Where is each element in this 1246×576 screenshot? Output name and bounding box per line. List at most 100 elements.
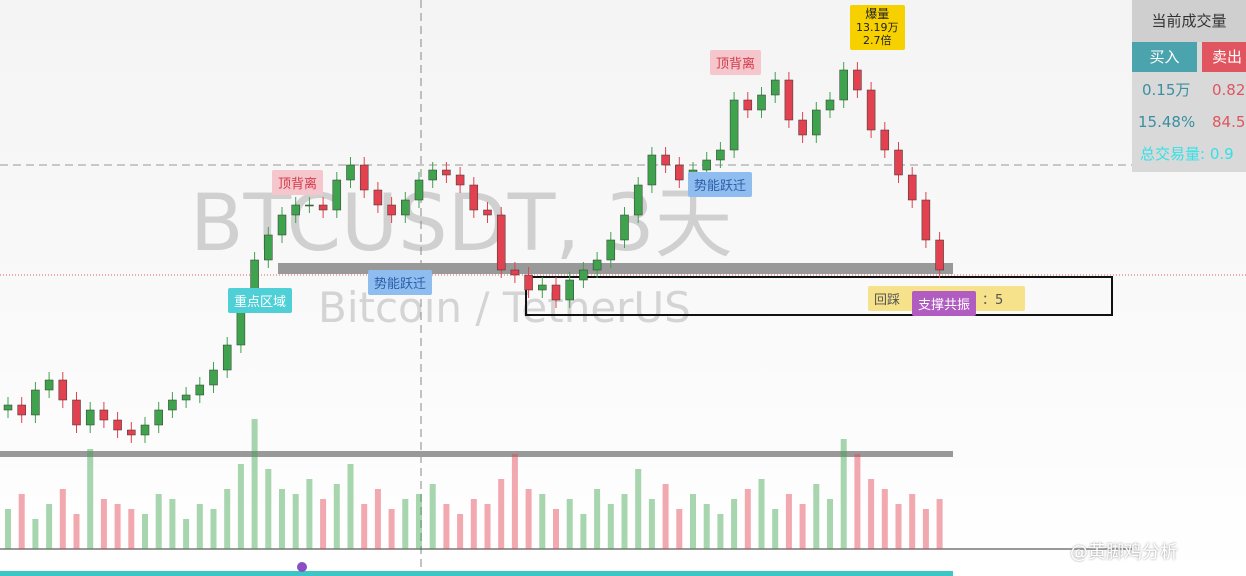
- volume-bar: [374, 489, 381, 549]
- candle: [428, 169, 437, 181]
- candle: [359, 164, 369, 191]
- candle: [866, 89, 876, 131]
- volume-bar: [155, 494, 162, 549]
- burst-ratio: 2.7倍: [863, 34, 892, 47]
- candle: [565, 279, 574, 301]
- volume-bar: [333, 484, 340, 549]
- candle: [606, 239, 616, 261]
- candle: [113, 419, 122, 431]
- volume-burst-tag: 爆量 13.19万 2.7倍: [850, 5, 905, 50]
- total-volume: 总交易量: 0.9: [1140, 145, 1234, 163]
- volume-panel: 当前成交量 买入 卖出 0.15万 0.82 15.48% 84.5 总交易量:…: [1132, 0, 1246, 172]
- candle: [579, 269, 588, 281]
- volume-bar: [279, 489, 285, 549]
- top-divergence-tag: 顶背离: [272, 170, 324, 195]
- candle: [455, 174, 465, 186]
- volume-bar: [142, 514, 148, 549]
- volume-bar: [484, 504, 491, 549]
- volume-bar: [237, 464, 244, 549]
- volume-bar: [46, 504, 53, 549]
- volume-bar: [498, 479, 505, 549]
- volume-bar: [553, 509, 559, 549]
- candle: [633, 184, 643, 216]
- candle: [264, 234, 273, 261]
- volume-bar: [758, 479, 765, 549]
- volume-bar: [457, 514, 464, 549]
- candle: [195, 384, 205, 396]
- credit: @黄脚鸡分析: [1070, 542, 1178, 563]
- volume-bar: [361, 504, 368, 549]
- volume-bar: [566, 499, 573, 549]
- volume-bar: [827, 499, 833, 549]
- candle: [209, 369, 218, 386]
- buy-pct: 15.48%: [1138, 113, 1196, 131]
- volume-bar: [224, 489, 231, 549]
- candle: [538, 284, 547, 291]
- volume-bar: [840, 439, 847, 549]
- sell-amount: 0.82: [1212, 81, 1246, 99]
- volume-bar: [87, 449, 94, 549]
- volume-bar: [621, 494, 628, 549]
- volume-bar: [320, 499, 327, 549]
- candle: [44, 379, 54, 391]
- pullback-label: 回踩: [874, 293, 901, 308]
- candle: [277, 214, 287, 236]
- candle: [907, 174, 917, 201]
- volume-bar: [744, 489, 751, 549]
- top-divergence-tag: 顶背离: [710, 50, 762, 75]
- candle: [373, 189, 383, 206]
- volume-bar: [703, 504, 710, 549]
- zone-band: [0, 451, 953, 457]
- volume-bar: [402, 499, 409, 549]
- volume-bar: [922, 509, 929, 549]
- candle: [894, 149, 903, 176]
- candle: [305, 204, 314, 207]
- candle: [592, 259, 602, 271]
- volume-bar: [813, 484, 820, 549]
- volume-bar: [717, 514, 724, 549]
- volume-bar: [662, 484, 669, 549]
- candle: [181, 394, 191, 401]
- volume-bar: [580, 514, 587, 549]
- candle: [524, 274, 533, 291]
- candle: [702, 159, 711, 171]
- candle: [3, 404, 13, 411]
- volume-bar: [607, 504, 614, 549]
- volume-bar: [854, 454, 861, 549]
- volume-bar: [114, 504, 121, 549]
- volume-bar: [881, 489, 888, 549]
- volume-bar: [388, 509, 395, 549]
- candle: [921, 199, 931, 241]
- volume-bar: [292, 494, 299, 549]
- candle: [770, 79, 780, 96]
- candle: [17, 404, 26, 416]
- candle: [387, 204, 396, 216]
- candle: [72, 399, 81, 426]
- candle: [812, 109, 821, 136]
- volume-bar: [100, 499, 107, 549]
- candle: [496, 214, 506, 271]
- volume-bar: [731, 499, 738, 549]
- candle: [442, 169, 451, 176]
- volume-bar: [594, 489, 601, 549]
- candle: [154, 409, 163, 426]
- candle: [551, 284, 561, 301]
- candle: [675, 164, 684, 181]
- volume-bar: [5, 509, 11, 549]
- candle: [716, 149, 725, 161]
- volume-bar: [470, 499, 477, 549]
- candle: [661, 154, 670, 166]
- volume-bar: [183, 519, 190, 549]
- candle: [935, 239, 944, 271]
- candle: [839, 69, 848, 101]
- candle: [798, 119, 807, 136]
- candle: [318, 204, 328, 211]
- candle: [291, 204, 300, 216]
- candle: [31, 389, 40, 416]
- volume-bar: [868, 479, 875, 549]
- volume-bar: [799, 504, 806, 549]
- candle: [58, 379, 68, 401]
- volume-bar: [416, 494, 422, 549]
